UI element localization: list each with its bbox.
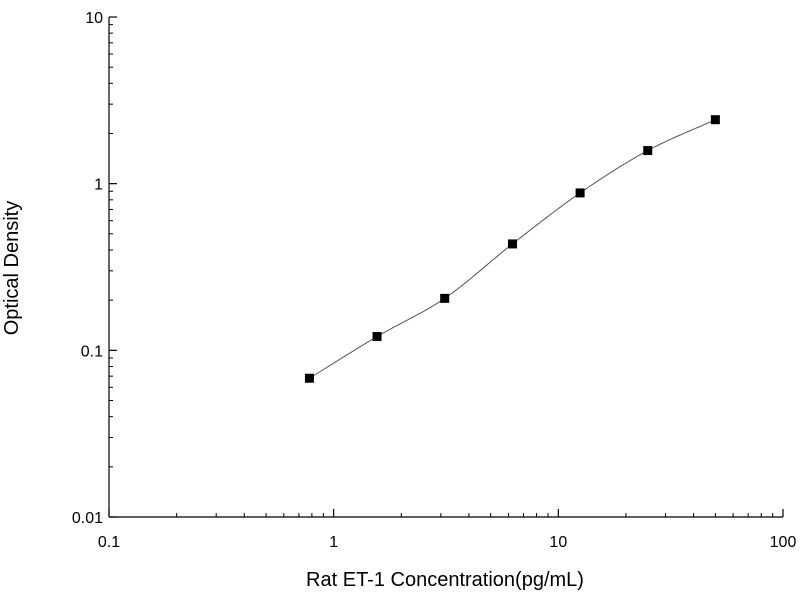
data-point-marker (710, 115, 720, 125)
y-tick-label: 1 (94, 177, 103, 194)
data-point-marker (440, 293, 450, 303)
tick-labels-layer: 0.1 1 10 100 0.01 0.1 1 10 (72, 10, 797, 551)
y-tick-label: 0.1 (81, 343, 103, 360)
fit-curve-line (309, 119, 716, 379)
x-axis-title: Rat ET-1 Concentration(pg/mL) (306, 569, 584, 591)
data-point-marker (575, 188, 585, 198)
fit-curve-layer (309, 119, 716, 379)
y-axis-title: Optical Density (1, 201, 23, 336)
data-point-marker (304, 373, 314, 383)
y-tick-label: 0.01 (72, 510, 103, 527)
data-point-marker (643, 146, 653, 156)
x-tick-label: 100 (770, 534, 797, 551)
x-tick-label: 1 (329, 534, 338, 551)
axes (108, 16, 784, 518)
data-point-marker (507, 239, 517, 249)
y-tick-label: 10 (85, 10, 103, 27)
data-point-marker (372, 332, 382, 342)
x-tick-label: 0.1 (98, 534, 120, 551)
data-points-layer (304, 115, 720, 383)
x-tick-label: 10 (549, 534, 567, 551)
